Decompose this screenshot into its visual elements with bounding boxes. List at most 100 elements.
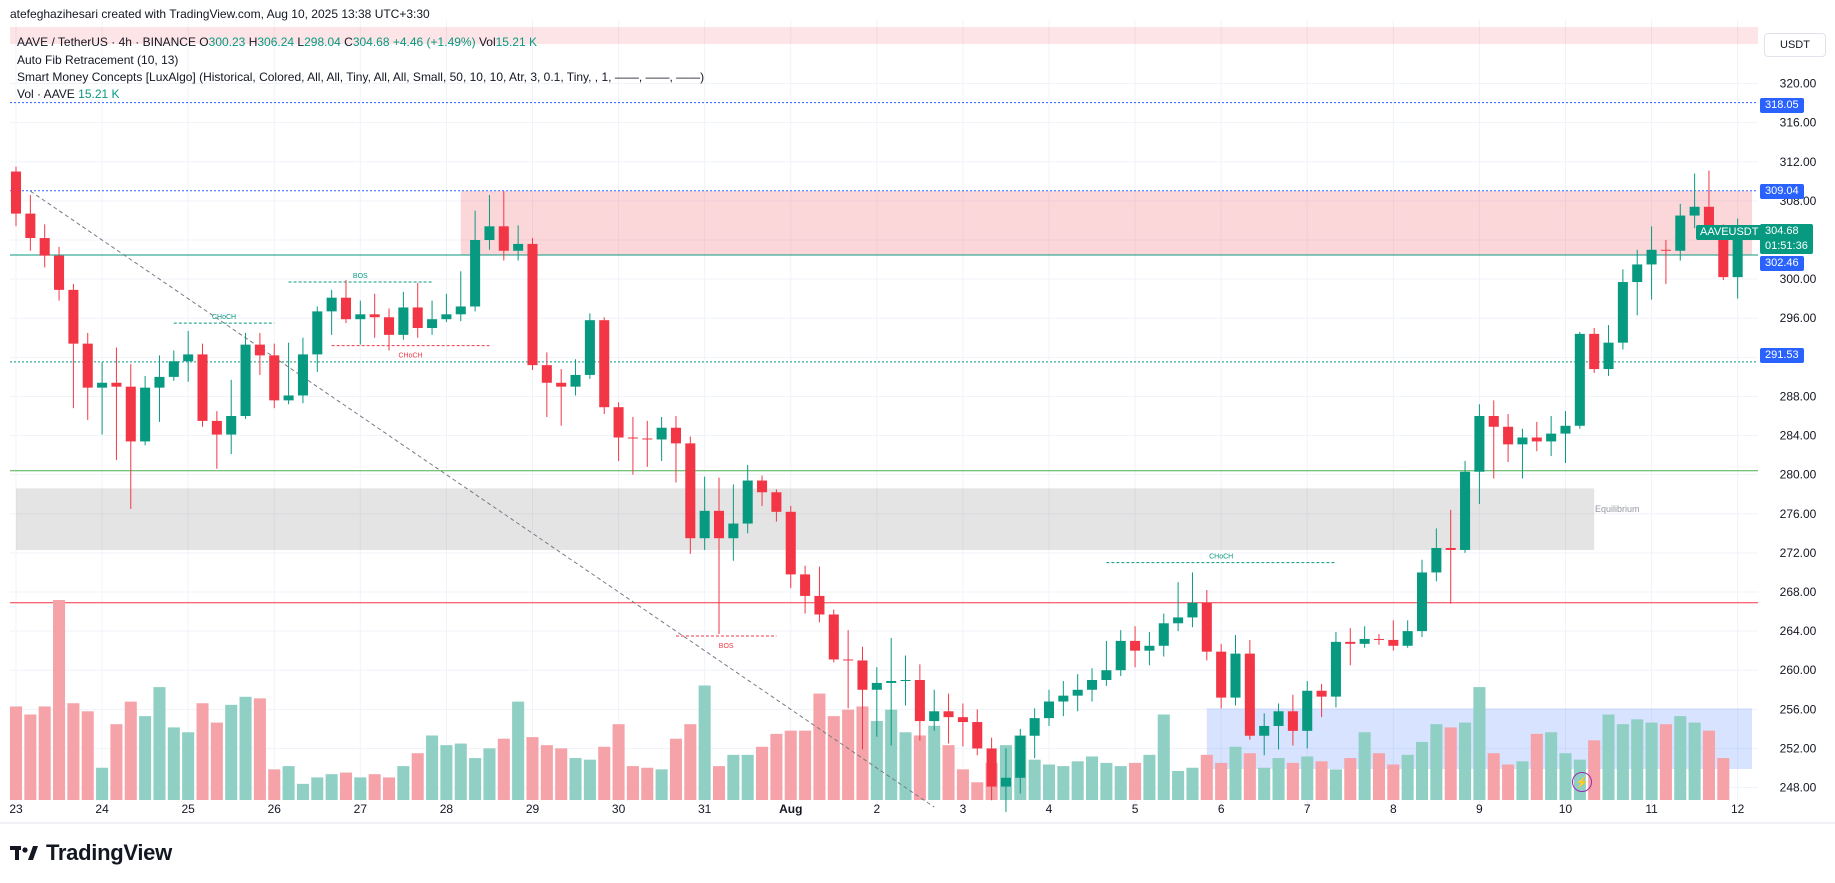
volume-bar bbox=[799, 730, 812, 800]
candle-body bbox=[82, 343, 93, 388]
legend-smc[interactable]: Smart Money Concepts [LuxAlgo] (Historic… bbox=[17, 70, 705, 84]
price-tag-318: 318.05 bbox=[1760, 98, 1804, 113]
equilibrium-label: Equilibrium bbox=[1595, 504, 1640, 514]
volume-bar bbox=[598, 746, 611, 800]
candle-body bbox=[1675, 215, 1686, 251]
legend-fib[interactable]: Auto Fib Retracement (10, 13) bbox=[17, 53, 179, 67]
structure-lines: CHoCH BOS CHoCH BOS CHoCH bbox=[173, 273, 1336, 650]
candle-body bbox=[800, 574, 811, 596]
candle-body bbox=[1244, 653, 1255, 736]
y-tick-label: 276.00 bbox=[1780, 507, 1817, 521]
volume-bar bbox=[483, 748, 496, 800]
volume-bar bbox=[641, 767, 654, 800]
volume-bar bbox=[1071, 761, 1084, 800]
y-tick-label: 256.00 bbox=[1780, 702, 1817, 716]
volume-bar bbox=[282, 766, 295, 800]
candle-body bbox=[914, 680, 925, 722]
volume-bar bbox=[239, 696, 252, 800]
candle-body bbox=[900, 680, 911, 681]
trendline bbox=[30, 190, 935, 808]
volume-bar bbox=[24, 714, 37, 800]
volume-bar bbox=[612, 724, 625, 800]
x-tick-label: 28 bbox=[440, 802, 454, 816]
candle-body bbox=[25, 213, 36, 239]
candle-body bbox=[1632, 264, 1643, 283]
volume-bar bbox=[182, 732, 195, 800]
x-axis[interactable]: 23 24 25 26 27 28 29 30 31 Aug 2 3 4 5 6 7 8 9 10 11 12 bbox=[9, 802, 1744, 816]
candle-body bbox=[498, 226, 509, 251]
candle-body bbox=[599, 320, 610, 408]
volume-bar bbox=[655, 769, 668, 800]
candle-body bbox=[1130, 640, 1141, 651]
volume-bar bbox=[1616, 724, 1629, 800]
candle-body bbox=[1287, 711, 1298, 731]
grid bbox=[10, 20, 1758, 812]
legend-volume-label: Vol · AAVE bbox=[17, 87, 75, 101]
legend-close-label: C bbox=[344, 35, 353, 49]
lightning-icon[interactable]: ⚡ bbox=[1572, 772, 1592, 792]
zone-equilibrium bbox=[16, 488, 1595, 550]
candle-body bbox=[943, 711, 954, 718]
volume-bar bbox=[741, 754, 754, 800]
volume-bar bbox=[827, 716, 840, 800]
volume-bar bbox=[96, 767, 109, 800]
y-tick-label: 320.00 bbox=[1780, 77, 1817, 91]
volume-bar bbox=[1387, 764, 1400, 800]
candle-body bbox=[1646, 249, 1657, 265]
legend-symbol[interactable]: AAVE / TetherUS · 4h · BINANCE bbox=[17, 35, 196, 49]
candle-body bbox=[168, 361, 179, 377]
candle-body bbox=[1316, 690, 1327, 697]
currency-selector[interactable]: USDT bbox=[1764, 33, 1826, 57]
candle-body bbox=[355, 314, 366, 320]
legend-close-value: 304.68 bbox=[352, 35, 390, 49]
candle-body bbox=[1603, 342, 1614, 370]
y-tick-label: 312.00 bbox=[1780, 155, 1817, 169]
x-tick-label: 26 bbox=[268, 802, 282, 816]
legend-volume[interactable]: Vol · AAVE 15.21 K bbox=[17, 87, 120, 101]
volume-bar bbox=[1229, 746, 1242, 800]
candle-body bbox=[1087, 680, 1098, 690]
x-tick-label: 30 bbox=[612, 802, 626, 816]
x-tick-label: 8 bbox=[1390, 802, 1397, 816]
candle-body bbox=[656, 427, 667, 440]
candle-body bbox=[1330, 641, 1341, 697]
volume-bars bbox=[9, 600, 1730, 800]
legend-open-value: 300.23 bbox=[208, 35, 246, 49]
candle-body bbox=[713, 510, 725, 539]
x-tick-label: 24 bbox=[95, 802, 109, 816]
x-tick-label: 2 bbox=[873, 802, 880, 816]
volume-bar bbox=[296, 783, 309, 800]
x-tick-label: 29 bbox=[526, 802, 540, 816]
structure-label-2: CHoCH bbox=[398, 353, 422, 360]
candle-body bbox=[857, 660, 868, 690]
volume-bar bbox=[1114, 766, 1127, 800]
candle-body bbox=[1359, 638, 1370, 644]
candle-body bbox=[68, 289, 79, 344]
brand-logo[interactable]: TradingView bbox=[10, 840, 172, 866]
y-axis[interactable]: 248.00 252.00 256.00 260.00 264.00 268.00 272.… bbox=[1780, 77, 1817, 795]
volume-bar bbox=[1301, 756, 1314, 800]
x-tick-label: Aug bbox=[779, 802, 802, 816]
x-tick-label: 3 bbox=[960, 802, 967, 816]
price-tag-291: 291.53 bbox=[1760, 348, 1804, 363]
candle-body bbox=[699, 510, 710, 539]
volume-bar bbox=[684, 724, 697, 800]
candle-body bbox=[455, 306, 466, 315]
volume-bar bbox=[1559, 753, 1572, 800]
volume-bar bbox=[38, 706, 51, 800]
volume-bar bbox=[784, 730, 797, 800]
candle-body bbox=[183, 354, 194, 362]
volume-bar bbox=[1717, 758, 1730, 800]
candle-body bbox=[470, 240, 481, 307]
volume-bar bbox=[1215, 762, 1228, 800]
volume-bar bbox=[1430, 724, 1443, 800]
candle-body bbox=[1158, 623, 1169, 646]
volume-bar bbox=[110, 724, 123, 800]
candle-body bbox=[340, 297, 352, 320]
candle-body bbox=[627, 437, 638, 439]
candle-body bbox=[556, 382, 567, 387]
volume-bar bbox=[669, 738, 682, 800]
volume-bar bbox=[928, 725, 941, 800]
volume-bar bbox=[382, 777, 396, 800]
